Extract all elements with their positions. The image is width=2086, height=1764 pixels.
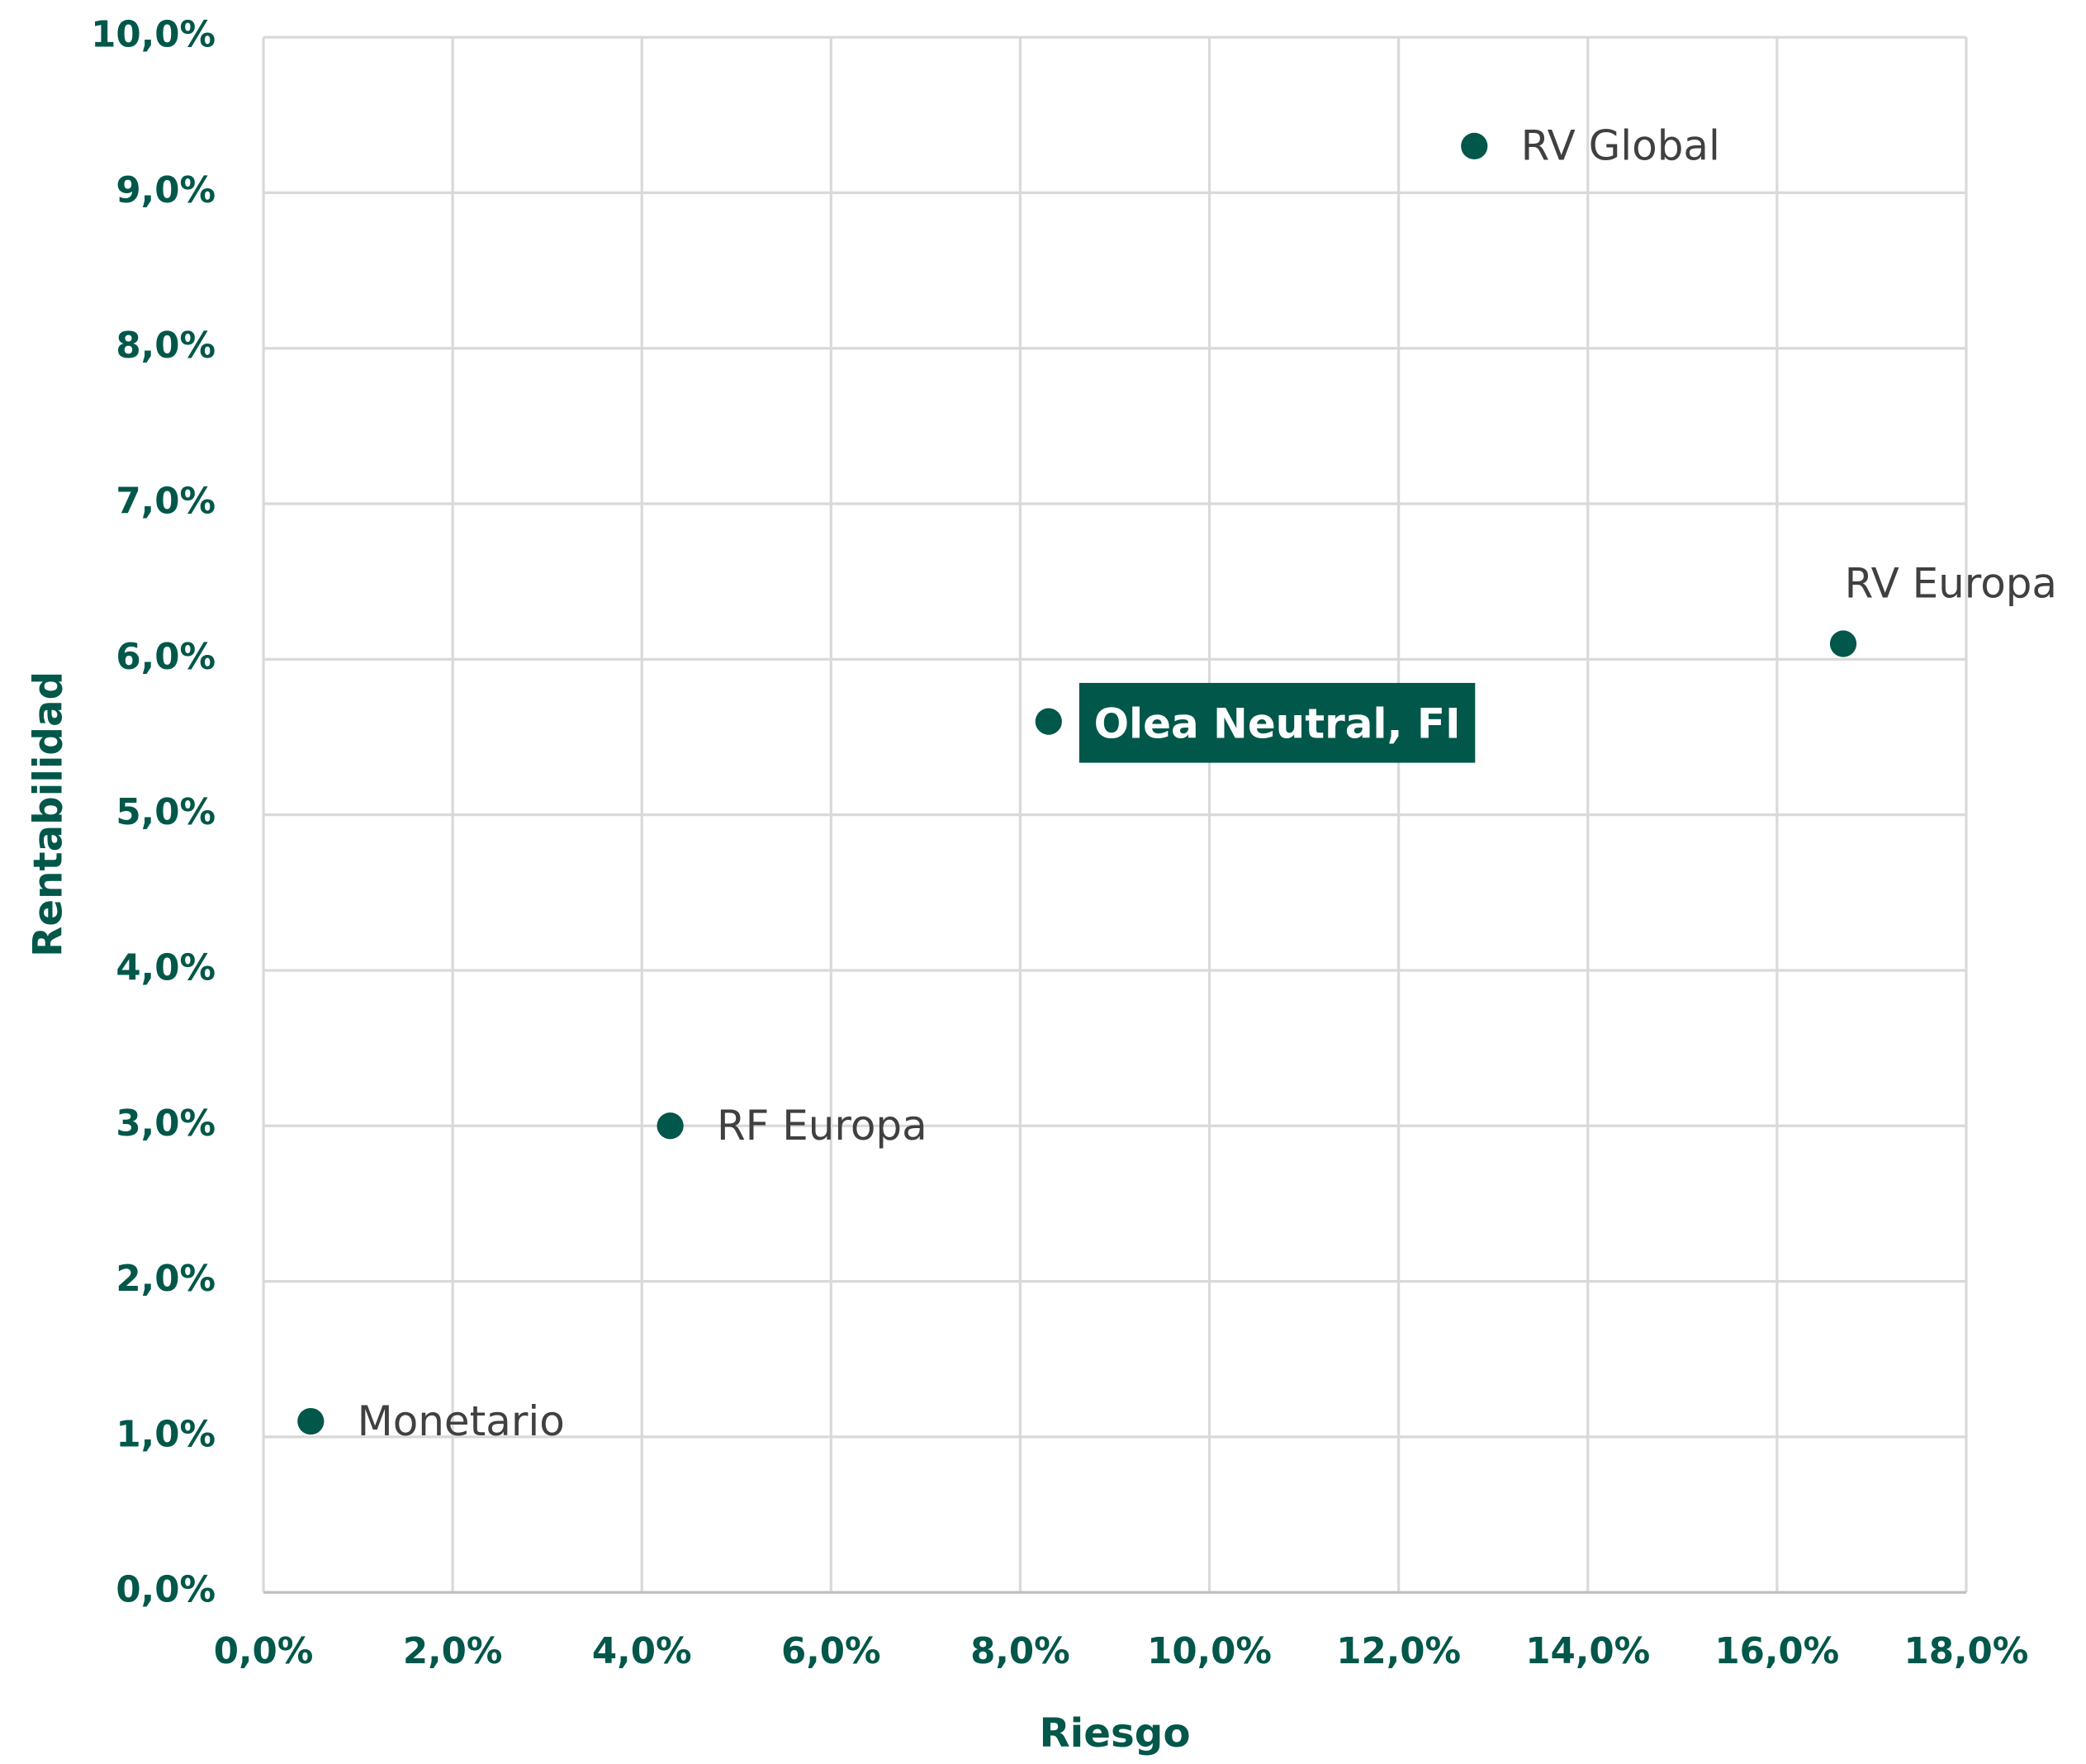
x-tick-label: 14,0%	[1525, 1631, 1650, 1672]
point	[1461, 132, 1488, 160]
x-tick-label: 6,0%	[781, 1631, 881, 1672]
x-tick-label: 2,0%	[403, 1631, 503, 1672]
point	[297, 1407, 325, 1435]
x-tick-label: 10,0%	[1147, 1631, 1272, 1672]
y-tick-label: 2,0%	[116, 1259, 216, 1300]
x-tick-label: 16,0%	[1714, 1631, 1839, 1672]
x-tick-label: 18,0%	[1904, 1631, 2029, 1672]
point-label: Olea Neutral, FI	[1094, 700, 1461, 748]
x-axis-label: Riesgo	[1039, 1710, 1190, 1757]
label-box	[1079, 682, 1476, 763]
y-tick-label: 1,0%	[116, 1414, 216, 1455]
y-tick-label: 7,0%	[116, 481, 216, 523]
y-tick-label: 5,0%	[116, 792, 216, 833]
y-tick-label: 10,0%	[91, 15, 216, 56]
highlight-label: Olea Neutral, FI	[1079, 682, 1476, 763]
x-tick-label: 0,0%	[214, 1631, 314, 1672]
y-tick-label: 8,0%	[116, 325, 216, 367]
y-tick-label: 6,0%	[116, 637, 216, 678]
x-tick-label: 8,0%	[970, 1631, 1070, 1672]
x-tick-label: 4,0%	[592, 1631, 692, 1672]
point-label: RF Europa	[717, 1102, 927, 1150]
y-tick-label: 4,0%	[116, 947, 216, 989]
point-label: Monetario	[358, 1397, 565, 1445]
y-tick-label: 9,0%	[116, 170, 216, 211]
y-tick-label: 0,0%	[116, 1570, 216, 1611]
point	[657, 1112, 684, 1140]
point	[1035, 708, 1062, 735]
x-tick-label: 12,0%	[1336, 1631, 1461, 1672]
point	[1829, 630, 1857, 657]
point-label: RV Europa	[1845, 560, 2057, 608]
point-label: RV Global	[1521, 122, 1720, 170]
y-tick-label: 3,0%	[116, 1103, 216, 1145]
y-axis-label: Rentabilidad	[25, 671, 71, 957]
